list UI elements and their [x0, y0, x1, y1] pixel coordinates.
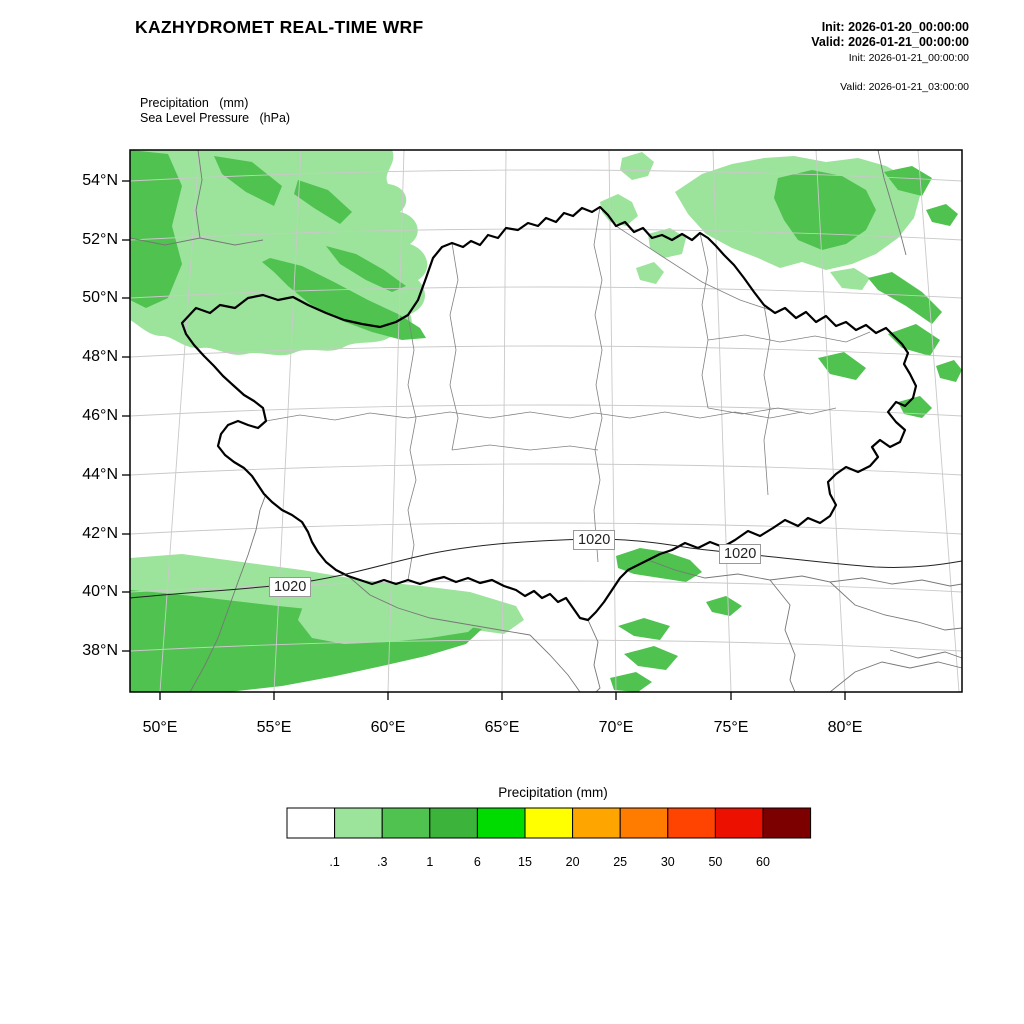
- lon-axis-label: 80°E: [827, 719, 863, 736]
- lon-axis-label: 65°E: [484, 719, 520, 736]
- lat-axis-label: 52°N: [82, 231, 118, 248]
- lat-axis-label: 46°N: [82, 407, 118, 424]
- weather-map: [122, 149, 963, 700]
- lat-axis-label: 50°N: [82, 289, 118, 306]
- country-border: [180, 205, 918, 622]
- neighbor-borders: [129, 149, 963, 693]
- lon-axis-label: 60°E: [370, 719, 406, 736]
- contour-label: 1020: [573, 530, 616, 550]
- precip-area-medium: [130, 150, 962, 692]
- field-label-precipitation: Precipitation (mm): [140, 96, 249, 110]
- svg-text:15: 15: [518, 855, 532, 869]
- map-frame: [129, 149, 963, 693]
- legend-colorbar: [286, 807, 812, 839]
- contour-label: 1020: [719, 544, 762, 564]
- svg-text:.1: .1: [329, 855, 339, 869]
- svg-text:20: 20: [566, 855, 580, 869]
- svg-text:1: 1: [426, 855, 433, 869]
- precipitation-legend: .1 .3 1 6 15 20 25 30 50 60: [286, 807, 812, 869]
- legend-tick-labels: .1 .3 1 6 15 20 25 30 50 60: [329, 855, 770, 869]
- region-borders: [265, 206, 871, 581]
- svg-text:.3: .3: [377, 855, 387, 869]
- lat-axis-label: 48°N: [82, 348, 118, 365]
- axis-ticks: [122, 180, 846, 700]
- lon-axis-label: 75°E: [713, 719, 749, 736]
- svg-text:60: 60: [756, 855, 770, 869]
- init-datetime-main: Init: 2026-01-20_00:00:00: [821, 20, 969, 34]
- lat-axis-label: 44°N: [82, 466, 118, 483]
- legend-title: Precipitation (mm): [498, 785, 608, 800]
- field-label-pressure: Sea Level Pressure (hPa): [140, 111, 291, 125]
- valid-datetime-main: Valid: 2026-01-21_00:00:00: [811, 35, 969, 49]
- page-title: KAZHYDROMET REAL-TIME WRF: [135, 17, 424, 37]
- svg-text:50: 50: [708, 855, 722, 869]
- lon-axis-label: 70°E: [598, 719, 634, 736]
- svg-text:6: 6: [474, 855, 481, 869]
- svg-text:25: 25: [613, 855, 627, 869]
- lat-axis-label: 42°N: [82, 525, 118, 542]
- init-datetime-sub: Init: 2026-01-21_00:00:00: [848, 52, 969, 64]
- contour-label: 1020: [269, 577, 312, 597]
- valid-datetime-sub: Valid: 2026-01-21_03:00:00: [840, 81, 969, 93]
- lat-axis-label: 38°N: [82, 642, 118, 659]
- lat-axis-label: 54°N: [82, 172, 118, 189]
- lon-axis-label: 50°E: [142, 719, 178, 736]
- svg-text:30: 30: [661, 855, 675, 869]
- init-valid-main: Init: 2026-01-20_00:00:00 Valid: 2026-01…: [811, 20, 969, 50]
- lon-axis-label: 55°E: [256, 719, 292, 736]
- lat-axis-label: 40°N: [82, 583, 118, 600]
